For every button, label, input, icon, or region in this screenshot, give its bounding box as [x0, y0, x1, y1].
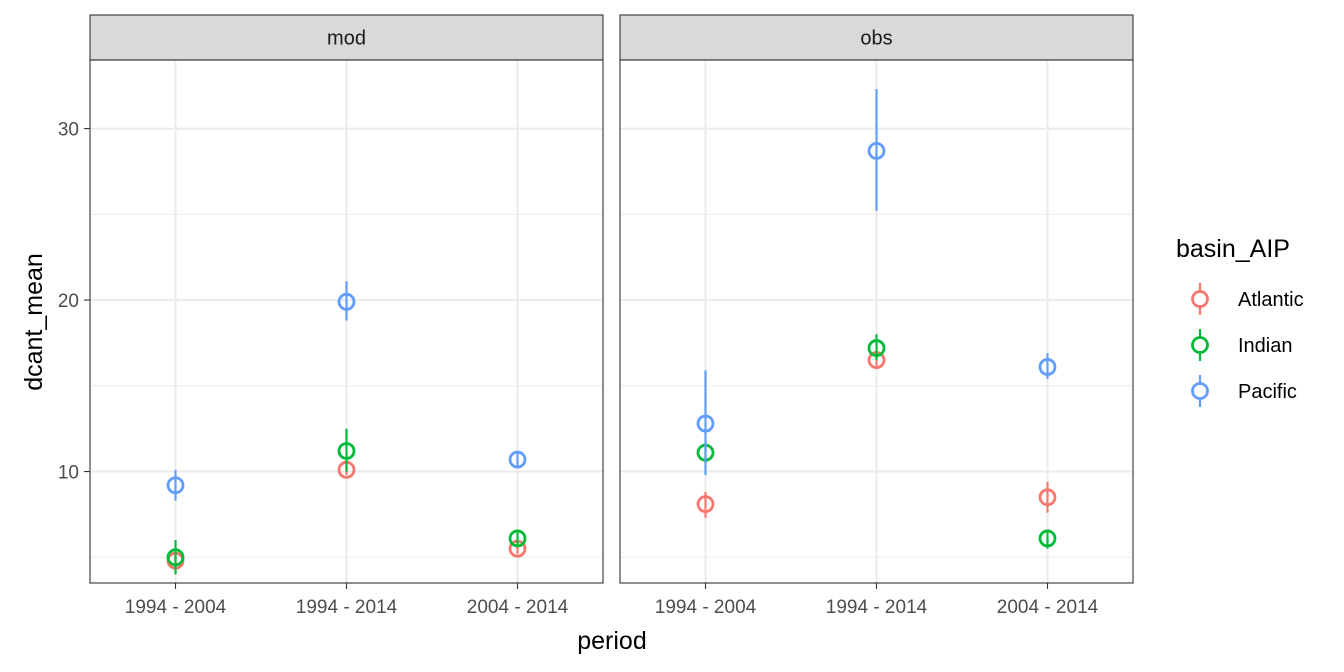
- data-point: [166, 548, 185, 567]
- facet-strip: [619, 14, 1134, 61]
- legend-key-point: [1191, 382, 1209, 400]
- x-tick-label: 1994 - 2004: [655, 597, 757, 618]
- y-tick-label: 20: [58, 291, 79, 312]
- legend-item-indian: Indian: [1191, 329, 1293, 361]
- data-point: [1038, 358, 1057, 376]
- legend-item-atlantic: Atlantic: [1191, 283, 1304, 315]
- x-tick-label: 1994 - 2014: [296, 597, 398, 618]
- facet-panels: mod 1994 - 2004 1994 - 2014 2004 - 2014 10 20…: [58, 14, 1134, 618]
- legend-label: Atlantic: [1238, 289, 1304, 311]
- x-tick-label: 1994 - 2004: [125, 597, 227, 618]
- data-point: [696, 495, 715, 514]
- data-point: [1038, 488, 1057, 507]
- data-point: [337, 442, 356, 460]
- facet-strip-label: obs: [860, 28, 892, 50]
- data-point: [1038, 529, 1057, 548]
- data-point: [508, 529, 527, 548]
- y-axis-title: dcant_mean: [20, 253, 48, 391]
- data-point: [337, 292, 356, 311]
- data-point: [867, 339, 886, 357]
- data-point: [696, 414, 715, 433]
- legend-key-point: [1191, 336, 1209, 354]
- data-point: [166, 476, 185, 495]
- legend-item-pacific: Pacific: [1191, 375, 1297, 407]
- legend: basin_AIP Atlantic Indian Pacific: [1176, 235, 1304, 407]
- facet-strip-label: mod: [327, 28, 366, 50]
- data-point: [508, 450, 527, 469]
- y-tick-label: 30: [58, 120, 79, 141]
- y-tick-label: 10: [58, 463, 79, 484]
- x-tick-label: 1994 - 2014: [826, 597, 928, 618]
- facet-panel-mod: mod 1994 - 2004 1994 - 2014 2004 - 2014 10 20…: [58, 14, 604, 618]
- legend-title: basin_AIP: [1176, 235, 1290, 263]
- x-axis-title: period: [577, 627, 647, 655]
- facet-panel-obs: obs 1994 - 2004 1994 - 2014 2004 - 2014: [619, 14, 1134, 618]
- legend-label: Indian: [1238, 335, 1293, 357]
- x-tick-label: 2004 - 2014: [997, 597, 1099, 618]
- facet-strip: [89, 14, 604, 61]
- x-tick-label: 2004 - 2014: [467, 597, 569, 618]
- legend-key-point: [1191, 290, 1209, 308]
- data-point: [867, 141, 886, 160]
- legend-label: Pacific: [1238, 381, 1297, 403]
